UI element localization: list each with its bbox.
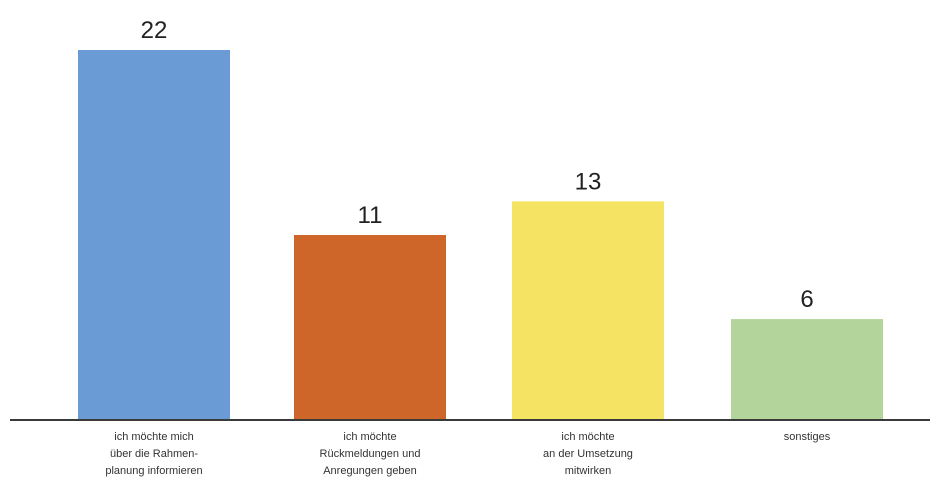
category-label-3-line-2: an der Umsetzung xyxy=(543,448,633,460)
bar-4 xyxy=(731,319,883,420)
value-label-4: 6 xyxy=(800,286,813,313)
bar-3 xyxy=(512,201,664,420)
category-label-4-line-1: sonstiges xyxy=(784,431,831,443)
value-label-1: 22 xyxy=(141,17,168,44)
category-label-1-line-2: über die Rahmen- xyxy=(110,448,198,460)
category-label-2-line-2: Rückmeldungen und xyxy=(320,448,421,460)
category-label-2-line-1: ich möchte xyxy=(343,431,396,443)
category-label-2-line-3: Anregungen geben xyxy=(323,465,417,477)
category-label-1-line-1: ich möchte mich xyxy=(114,431,193,443)
category-labels-group: ich möchte mich über die Rahmen-planung i… xyxy=(105,431,830,477)
value-label-3: 13 xyxy=(575,168,602,195)
bar-2 xyxy=(294,235,446,420)
category-label-1-line-3: planung informieren xyxy=(105,465,202,477)
value-label-2: 11 xyxy=(358,202,383,229)
value-labels-group: 22 11 13 6 xyxy=(141,17,814,313)
category-label-3-line-3: mitwirken xyxy=(565,465,611,477)
bars-group xyxy=(78,50,883,420)
bar-1 xyxy=(78,50,230,420)
category-label-3-line-1: ich möchte xyxy=(561,431,614,443)
